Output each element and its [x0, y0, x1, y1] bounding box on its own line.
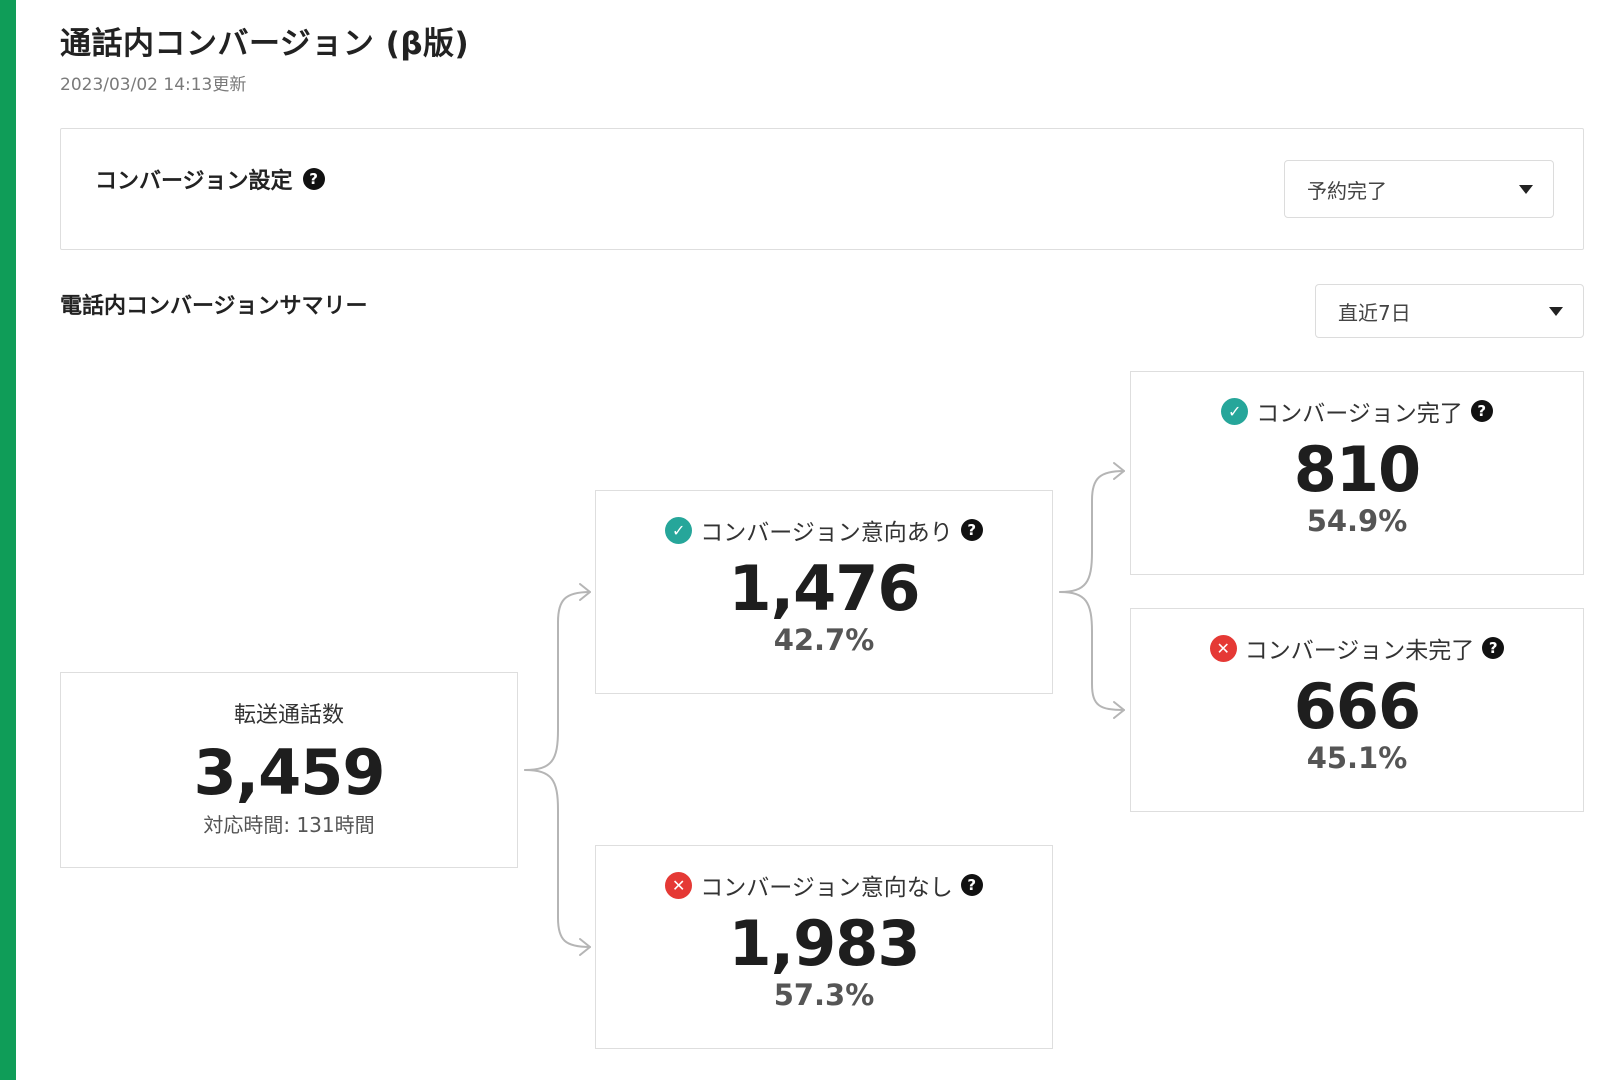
- card-no-conversion-intent-label: コンバージョン意向なし: [700, 875, 953, 901]
- arrow-head-done: [1113, 462, 1125, 480]
- summary-title: 電話内コンバージョンサマリー: [60, 294, 368, 319]
- conversion-settings-label: コンバージョン設定 ?: [95, 163, 325, 195]
- conversion-type-select[interactable]: 予約完了: [1284, 160, 1554, 218]
- help-icon[interactable]: ?: [1470, 400, 1493, 422]
- check-icon: ✓: [665, 516, 693, 544]
- arrow-head-intent: [579, 583, 591, 601]
- card-conversion-intent-header: ✓ コンバージョン意向あり ?: [596, 513, 1052, 547]
- connector-total-to-intent: [524, 591, 591, 771]
- handling-time: 対応時間: 131時間: [203, 813, 375, 838]
- help-icon[interactable]: ?: [960, 519, 983, 541]
- check-icon: ✓: [1221, 397, 1249, 425]
- chevron-down-icon: [1549, 306, 1563, 316]
- conversion-intent-percent: 42.7%: [773, 623, 875, 658]
- connector-intent-to-done: [1059, 470, 1125, 593]
- left-accent-bar: [0, 0, 16, 1080]
- card-conversion-incomplete: ✕ コンバージョン未完了 ? 666 45.1%: [1130, 608, 1584, 812]
- connector-intent-to-notdone: [1059, 591, 1125, 711]
- last-updated: 2023/03/02 14:13更新: [60, 75, 247, 95]
- conversion-settings-label-text: コンバージョン設定: [95, 169, 293, 194]
- connector-total-to-nointent: [524, 769, 591, 948]
- help-icon[interactable]: ?: [1482, 637, 1505, 659]
- card-conversion-complete-header: ✓ コンバージョン完了 ?: [1131, 394, 1583, 428]
- conversion-complete-percent: 54.9%: [1306, 504, 1408, 539]
- conversion-type-selected: 予約完了: [1307, 178, 1387, 203]
- help-icon[interactable]: ?: [960, 874, 983, 896]
- help-icon[interactable]: ?: [302, 168, 325, 190]
- card-conversion-incomplete-header: ✕ コンバージョン未完了 ?: [1131, 631, 1583, 665]
- arrow-head-nointent: [579, 938, 591, 956]
- card-no-conversion-intent-header: ✕ コンバージョン意向なし ?: [596, 868, 1052, 902]
- conversion-incomplete-value: 666: [1293, 670, 1421, 743]
- card-conversion-intent-label: コンバージョン意向あり: [700, 520, 953, 546]
- card-conversion-incomplete-label: コンバージョン未完了: [1244, 638, 1475, 664]
- arrow-head-notdone: [1113, 701, 1125, 719]
- chevron-down-icon: [1519, 184, 1533, 194]
- conversion-complete-value: 810: [1293, 433, 1421, 506]
- conversion-settings-panel: コンバージョン設定 ? 予約完了: [60, 128, 1584, 250]
- page-title: 通話内コンバージョン (β版): [60, 26, 470, 62]
- cross-icon: ✕: [665, 871, 693, 899]
- conversion-incomplete-percent: 45.1%: [1306, 741, 1408, 776]
- no-conversion-intent-percent: 57.3%: [773, 978, 875, 1013]
- no-conversion-intent-value: 1,983: [728, 907, 920, 980]
- transferred-calls-value: 3,459: [193, 736, 385, 809]
- card-conversion-complete: ✓ コンバージョン完了 ? 810 54.9%: [1130, 371, 1584, 575]
- card-conversion-complete-label: コンバージョン完了: [1256, 401, 1463, 427]
- conversion-intent-value: 1,476: [728, 552, 920, 625]
- card-conversion-intent: ✓ コンバージョン意向あり ? 1,476 42.7%: [595, 490, 1053, 694]
- cross-icon: ✕: [1209, 634, 1237, 662]
- card-no-conversion-intent: ✕ コンバージョン意向なし ? 1,983 57.3%: [595, 845, 1053, 1049]
- card-transferred-calls: 転送通話数 3,459 対応時間: 131時間: [60, 672, 518, 868]
- card-transferred-calls-label: 転送通話数: [233, 703, 344, 728]
- period-selected: 直近7日: [1338, 300, 1411, 325]
- period-select[interactable]: 直近7日: [1315, 284, 1584, 338]
